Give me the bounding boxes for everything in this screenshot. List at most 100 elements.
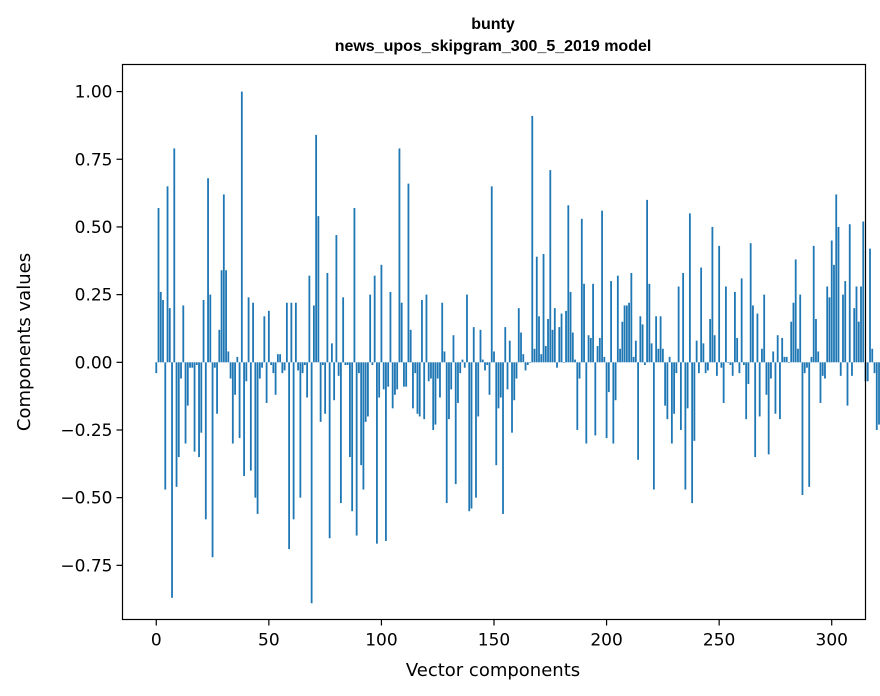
bar-113: [409, 329, 412, 363]
bar-259: [738, 362, 741, 374]
bar-201: [607, 362, 610, 393]
bar-83: [342, 297, 345, 363]
bar-207: [621, 321, 624, 363]
bar-286: [799, 294, 802, 363]
bar-8: [173, 148, 176, 363]
bar-289: [806, 362, 808, 368]
bar-273: [770, 362, 772, 379]
bar-294: [817, 351, 820, 363]
bar-142: [475, 362, 477, 498]
bar-197: [598, 337, 601, 363]
bar-188: [578, 362, 581, 379]
bar-189: [580, 218, 583, 363]
bar-18: [195, 362, 198, 366]
bar-295: [819, 362, 822, 403]
bar-263: [747, 362, 750, 384]
bar-100: [380, 264, 383, 363]
bar-231: [675, 362, 678, 374]
bar-87: [351, 362, 354, 512]
bar-75: [324, 362, 327, 414]
bar-313: [860, 286, 862, 363]
bar-148: [488, 362, 491, 395]
bar-245: [706, 362, 709, 371]
bar-179: [558, 327, 561, 363]
bar-164: [524, 362, 527, 371]
bar-252: [722, 362, 725, 403]
bar-288: [803, 362, 806, 374]
bar-43: [252, 302, 254, 363]
bar-301: [833, 264, 835, 363]
bar-221: [652, 362, 655, 490]
bar-318: [871, 348, 874, 363]
bar-226: [664, 362, 667, 406]
bar-158: [511, 362, 513, 433]
bar-241: [697, 362, 700, 374]
bar-284: [794, 259, 797, 363]
bar-123: [432, 362, 435, 430]
bar-92: [362, 362, 365, 490]
bar-321: [878, 362, 880, 425]
bar-170: [538, 316, 540, 363]
bar-174: [547, 318, 549, 363]
bar-307: [846, 362, 849, 406]
bar-268: [758, 362, 761, 417]
bar-303: [837, 226, 840, 363]
bar-145: [481, 359, 484, 363]
bar-47: [261, 362, 263, 368]
bar-162: [520, 332, 522, 363]
bar-153: [499, 362, 502, 398]
bar-275: [774, 362, 777, 414]
bar-1: [157, 207, 160, 363]
bar-90: [358, 362, 360, 374]
y-tick-label: 0.50: [75, 218, 113, 238]
bar-282: [790, 321, 793, 363]
bar-65: [301, 362, 304, 374]
bar-10: [177, 362, 180, 458]
bar-211: [630, 272, 633, 363]
bar-126: [439, 362, 441, 398]
bar-116: [416, 362, 419, 414]
bar-261: [743, 362, 745, 366]
bar-141: [472, 327, 475, 363]
bar-2: [159, 291, 162, 363]
bar-272: [767, 362, 770, 455]
bar-310: [853, 308, 856, 363]
bar-238: [691, 362, 694, 504]
bar-247: [711, 226, 714, 363]
bar-132: [452, 335, 455, 363]
bar-46: [258, 362, 261, 379]
bar-56: [281, 362, 284, 374]
bar-35: [234, 362, 236, 395]
bar-183: [567, 205, 570, 363]
bar-82: [340, 362, 342, 504]
bar-216: [641, 324, 644, 363]
bar-104: [389, 291, 392, 363]
bar-55: [279, 354, 282, 363]
bar-97: [373, 275, 376, 363]
bar-15: [189, 362, 191, 368]
bar-88: [353, 207, 356, 363]
y-tick-label: 0.75: [75, 150, 113, 170]
bar-271: [765, 362, 768, 395]
bar-63: [297, 362, 300, 371]
bar-151: [495, 362, 498, 466]
bar-38: [240, 91, 243, 363]
bar-173: [544, 346, 547, 363]
bar-122: [430, 362, 432, 379]
bar-239: [693, 362, 696, 441]
bar-194: [592, 283, 594, 363]
bar-242: [700, 267, 703, 363]
bar-276: [776, 335, 779, 363]
bar-60: [290, 302, 293, 363]
bar-184: [569, 291, 572, 363]
bar-278: [781, 337, 784, 363]
bar-297: [824, 362, 826, 379]
bar-172: [542, 254, 545, 363]
bar-73: [319, 362, 322, 422]
x-axis-label: Vector components: [406, 660, 580, 681]
bar-293: [815, 318, 817, 363]
bar-195: [594, 362, 597, 436]
bar-131: [450, 362, 453, 390]
bar-34: [231, 362, 234, 444]
bar-6: [168, 308, 171, 363]
